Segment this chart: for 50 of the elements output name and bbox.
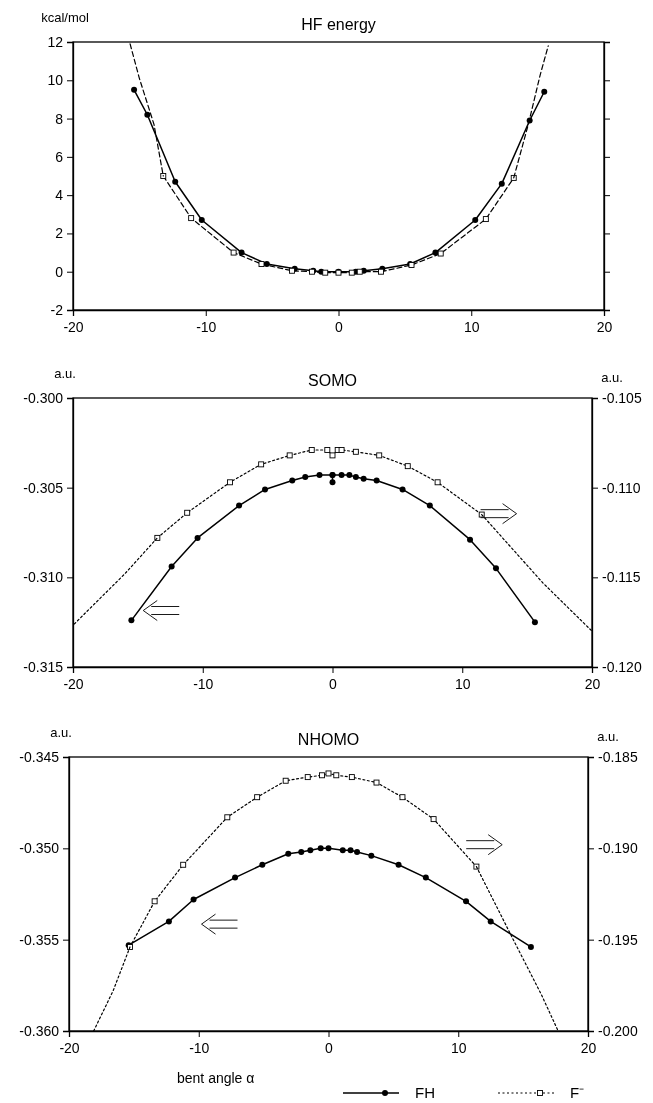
y-tick-label: 12	[47, 33, 64, 50]
y2-tick-label: -0.185	[598, 748, 638, 765]
x-tick-label: -20	[63, 675, 84, 692]
y-axis-title: a.u.	[50, 725, 72, 740]
x-tick-label: 10	[463, 318, 480, 335]
x-tick-label: 0	[335, 318, 344, 335]
y-tick-label: 8	[55, 110, 64, 127]
x-tick-label: -20	[63, 318, 84, 335]
y-tick-label: -0.300	[23, 389, 64, 406]
y-tick-label: -0.305	[23, 479, 64, 496]
y-tick-label: -2	[50, 301, 64, 318]
x-axis-title: bent angle α	[177, 1070, 255, 1086]
x-tick-label: 20	[596, 318, 613, 335]
y-tick-label: 2	[55, 225, 64, 242]
y2-tick-label: -0.110	[602, 479, 641, 496]
y2-tick-label: -0.115	[602, 569, 641, 586]
y2-tick-label: -0.120	[602, 658, 642, 675]
y-tick-label: -0.355	[19, 931, 60, 948]
y-axis-title: a.u.	[54, 366, 76, 381]
legend-label: FH	[415, 1084, 435, 1101]
chart-title: SOMO	[308, 372, 357, 389]
y-tick-label: -0.350	[19, 840, 60, 857]
y-tick-label: -0.315	[23, 658, 64, 675]
x-tick-label: 0	[329, 675, 338, 692]
chart-title: NHOMO	[297, 731, 360, 748]
y2-tick-label: -0.200	[598, 1022, 638, 1039]
y-tick-label: 6	[55, 148, 64, 165]
y2-tick-label: -0.190	[598, 840, 638, 857]
chart-title: HF energy	[301, 16, 376, 33]
y-tick-label: 0	[55, 263, 64, 280]
x-tick-label: 20	[584, 675, 601, 692]
x-tick-label: -10	[196, 318, 217, 335]
x-tick-label: -20	[59, 1039, 80, 1056]
y2-axis-title: a.u.	[601, 370, 623, 385]
x-tick-label: -10	[189, 1039, 210, 1056]
y2-tick-label: -0.195	[598, 931, 638, 948]
y-tick-label: 4	[55, 187, 64, 204]
y-tick-label: -0.360	[19, 1022, 60, 1039]
x-tick-label: -10	[193, 675, 214, 692]
x-tick-label: 0	[325, 1039, 334, 1056]
x-tick-label: 10	[454, 675, 471, 692]
x-tick-label: 20	[580, 1039, 597, 1056]
y-axis-title: kcal/mol	[41, 10, 89, 25]
y-tick-label: -0.310	[23, 569, 64, 586]
y-tick-label: 10	[47, 72, 64, 89]
y2-axis-title: a.u.	[597, 729, 619, 744]
legend-label: F⁻	[570, 1084, 585, 1101]
y2-tick-label: -0.105	[602, 389, 642, 406]
x-tick-label: 10	[450, 1039, 467, 1056]
y-tick-label: -0.345	[19, 748, 60, 765]
